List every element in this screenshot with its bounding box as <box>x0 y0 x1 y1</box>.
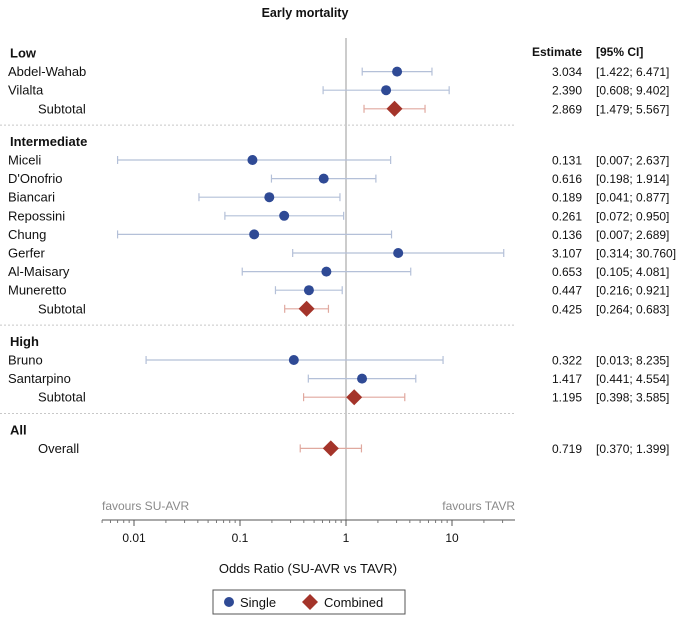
ci-value: [0.041; 0.877] <box>596 191 669 205</box>
study-estimate-point <box>392 66 403 77</box>
x-axis-label: Odds Ratio (SU-AVR vs TAVR) <box>219 561 397 576</box>
row-label: Gerfer <box>8 246 46 261</box>
study-estimate-point <box>247 155 258 165</box>
legend-combined-label: Combined <box>324 595 383 610</box>
row-label: Biancari <box>8 190 55 205</box>
study-estimate-point <box>393 248 404 258</box>
estimate-value: 0.447 <box>552 284 582 298</box>
estimate-value: 3.107 <box>552 247 582 261</box>
favours-left-label: favours SU-AVR <box>102 499 189 513</box>
group-heading: High <box>10 334 39 349</box>
study-estimate-point <box>264 192 275 203</box>
row-label: Subtotal <box>38 101 86 116</box>
row-label: Subtotal <box>38 390 86 405</box>
combined-estimate-diamond <box>386 100 403 117</box>
study-estimate-point <box>381 85 392 96</box>
ci-value: [0.398; 3.585] <box>596 391 669 405</box>
ci-value: [1.422; 6.471] <box>596 65 669 79</box>
row-label: Santarpino <box>8 371 71 386</box>
x-tick-label: 0.01 <box>122 531 146 545</box>
estimate-column-header: Estimate <box>532 45 582 59</box>
ci-value: [0.441; 4.554] <box>596 372 669 386</box>
ci-value: [0.608; 9.402] <box>596 84 669 98</box>
estimate-value: 0.425 <box>552 302 582 316</box>
row-label: Al-Maisary <box>8 264 70 279</box>
group-heading: Low <box>10 46 37 61</box>
study-estimate-point <box>303 285 314 296</box>
ci-value: [0.216; 0.921] <box>596 284 669 298</box>
combined-estimate-diamond <box>322 440 339 457</box>
legend-single-label: Single <box>240 595 276 610</box>
ci-value: [0.072; 0.950] <box>596 209 669 223</box>
legend: Single Combined <box>212 589 406 615</box>
row-label: D'Onofrio <box>8 171 63 186</box>
forest-rows: Low Abdel-Wahab 3.034 [1.422; 6.471] Vilalta… <box>0 38 676 520</box>
ci-value: [0.370; 1.399] <box>596 442 669 456</box>
combined-estimate-diamond <box>298 300 315 317</box>
estimate-value: 0.616 <box>552 172 582 186</box>
study-estimate-point <box>288 355 299 365</box>
row-label: Abdel-Wahab <box>8 64 86 79</box>
x-axis: 0.01 0.1 1 10 <box>101 519 515 545</box>
row-label: Chung <box>8 227 46 242</box>
estimate-value: 2.869 <box>552 102 582 116</box>
study-estimate-point <box>279 210 290 221</box>
ci-value: [0.007; 2.637] <box>596 154 669 168</box>
x-tick-label: 10 <box>445 531 459 545</box>
study-estimate-point <box>321 266 332 277</box>
estimate-value: 1.195 <box>552 391 582 405</box>
estimate-value: 0.261 <box>552 209 582 223</box>
ci-value: [0.314; 30.760] <box>596 247 676 261</box>
x-tick-label: 1 <box>343 531 350 545</box>
estimate-value: 3.034 <box>552 65 582 79</box>
estimate-value: 2.390 <box>552 84 582 98</box>
row-label: Overall <box>38 441 79 456</box>
row-label: Miceli <box>8 153 41 168</box>
group-heading: Intermediate <box>10 134 87 149</box>
row-label: Repossini <box>8 208 65 223</box>
legend-combined-marker <box>302 594 318 610</box>
estimate-value: 0.136 <box>552 228 582 242</box>
row-label: Vilalta <box>8 83 44 98</box>
estimate-value: 0.719 <box>552 442 582 456</box>
estimate-value: 1.417 <box>552 372 582 386</box>
ci-value: [0.264; 0.683] <box>596 302 669 316</box>
estimate-value: 0.322 <box>552 354 582 368</box>
row-label: Bruno <box>8 353 43 368</box>
ci-value: [0.013; 8.235] <box>596 354 669 368</box>
study-estimate-point <box>357 373 368 384</box>
ci-value: [0.105; 4.081] <box>596 265 669 279</box>
ci-value: [1.479; 5.567] <box>596 102 669 116</box>
ci-value: [0.007; 2.689] <box>596 228 669 242</box>
row-label: Subtotal <box>38 301 86 316</box>
ci-column-header: [95% CI] <box>596 45 643 59</box>
estimate-value: 0.189 <box>552 191 582 205</box>
favours-right-label: favours TAVR <box>442 499 515 513</box>
ci-value: [0.198; 1.914] <box>596 172 669 186</box>
combined-estimate-diamond <box>346 389 363 406</box>
x-tick-label: 0.1 <box>232 531 249 545</box>
legend-single-marker <box>224 597 234 607</box>
estimate-value: 0.653 <box>552 265 582 279</box>
group-heading: All <box>10 422 27 437</box>
estimate-value: 0.131 <box>552 154 582 168</box>
row-label: Muneretto <box>8 283 67 298</box>
study-estimate-point <box>249 229 260 240</box>
chart-title: Early mortality <box>262 6 349 20</box>
study-estimate-point <box>318 173 329 184</box>
